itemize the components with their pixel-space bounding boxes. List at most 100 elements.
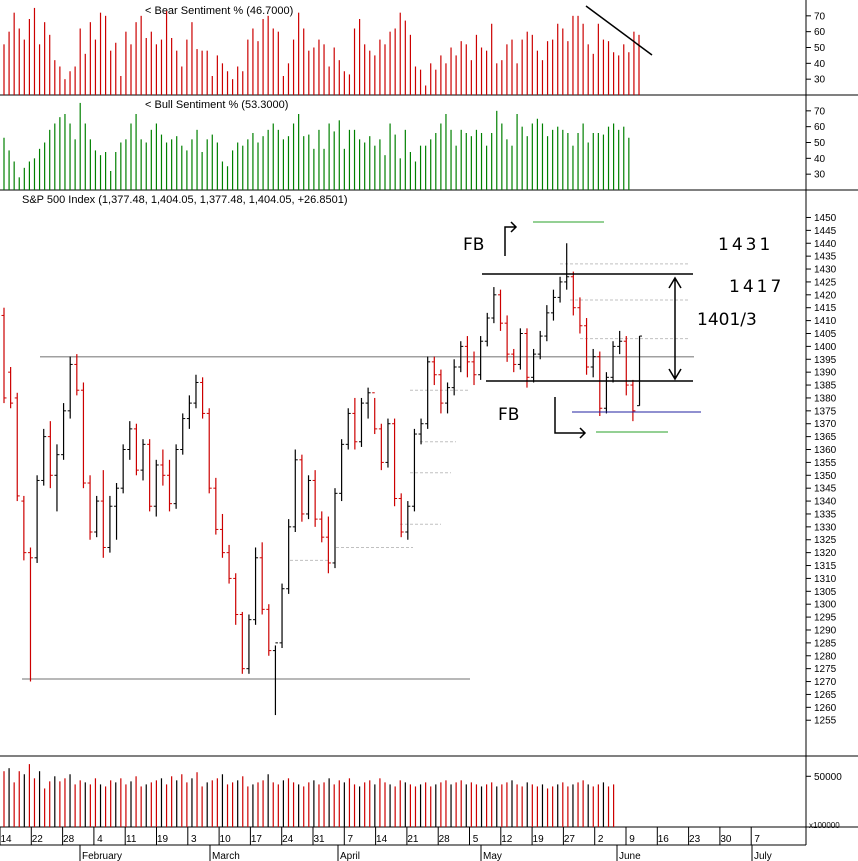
y-tick-label: 1265 (814, 690, 837, 701)
y-tick-label: 1385 (814, 381, 837, 392)
y-tick-label: 1345 (814, 484, 837, 495)
y-tick-label: 1405 (814, 329, 837, 340)
y-tick-label: 1370 (814, 419, 837, 430)
bear-bars (3, 7, 640, 95)
bear-trend-line (585, 5, 653, 56)
y-tick-label: 1365 (814, 432, 837, 443)
y-tick-label: 1335 (814, 509, 837, 520)
y-tick-label: 70 (814, 106, 826, 117)
x-tick-label: 11 (126, 834, 137, 845)
y-tick-label: 1390 (814, 368, 837, 379)
y-tick-label: 1440 (814, 239, 837, 250)
y-tick-label: 50 (814, 138, 826, 149)
y-tick-label: 1260 (814, 703, 837, 714)
x-tick-label: 24 (282, 834, 294, 845)
y-tick-label: 60 (814, 27, 826, 38)
x-tick-label: 2 (598, 834, 604, 845)
level-mid-label: 1417 (729, 277, 784, 297)
y-tick-label: 1305 (814, 587, 837, 598)
annotations: FB FB 1431 1417 1401/3 (463, 5, 784, 439)
x-tick-label: 27 (564, 834, 576, 845)
month-label: July (754, 851, 772, 861)
y-tick-label: 1280 (814, 651, 837, 662)
y-tick-label: 1375 (814, 406, 837, 417)
y-tick-label: 1310 (814, 574, 837, 585)
y-tick-label: 1425 (814, 277, 837, 288)
y-tick-label: 50000 (814, 772, 842, 783)
x-tick-label: 17 (251, 834, 263, 845)
x-tick-label: 23 (689, 834, 701, 845)
month-label: March (212, 851, 240, 861)
fb-top-label: FB (463, 235, 484, 255)
x-tick-label: 28 (63, 834, 75, 845)
y-tick-label: 1445 (814, 226, 837, 237)
x-tick-label: 5 (473, 834, 479, 845)
x-tick-label: 7 (754, 834, 760, 845)
x-tick-label: 28 (439, 834, 451, 845)
price-bars (1, 243, 643, 716)
x-tick-label: 14 (376, 834, 388, 845)
bull-bars (3, 102, 630, 190)
x-tick-label: 12 (501, 834, 513, 845)
y-tick-label: 1400 (814, 342, 837, 353)
x-tick-label: 22 (32, 834, 44, 845)
y-tick-label: 70 (814, 11, 826, 22)
y-tick-label: 30 (814, 170, 826, 181)
bull-title: < Bull Sentiment % (53.3000) (145, 99, 288, 111)
y-tick-label: 1350 (814, 471, 837, 482)
range-arrow (668, 276, 682, 381)
y-tick-label: 1450 (814, 213, 837, 224)
y-tick-label: 1255 (814, 716, 837, 727)
x-tick-label: 10 (220, 834, 232, 845)
y-tick-label: 40 (814, 154, 826, 165)
fb-top-bracket (504, 221, 518, 256)
y-tick-label: 1410 (814, 316, 837, 327)
y-tick-label: 1395 (814, 355, 837, 366)
x-tick-label: 9 (629, 834, 635, 845)
y-tick-label: 1355 (814, 458, 837, 469)
bear-title: < Bear Sentiment % (46.7000) (145, 5, 293, 17)
y-tick-label: 1315 (814, 561, 837, 572)
x-tick-label: 7 (348, 834, 354, 845)
level-range-label: 1401/3 (697, 310, 757, 330)
y-tick-label: 1290 (814, 625, 837, 636)
x-tick-label: 19 (157, 834, 169, 845)
price-title: S&P 500 Index (1,377.48, 1,404.05, 1,377… (22, 194, 347, 206)
month-label: May (483, 851, 502, 861)
y-tick-label: 1275 (814, 664, 837, 675)
y-tick-label: 60 (814, 122, 826, 133)
y-tick-label: 1380 (814, 393, 837, 404)
y-tick-label: 1285 (814, 638, 837, 649)
y-tick-label: 1360 (814, 445, 837, 456)
y-tick-label: 1295 (814, 613, 837, 624)
x-tick-label: 19 (533, 834, 545, 845)
fb-bottom-label: FB (498, 405, 519, 425)
y-tick-label: 1330 (814, 522, 837, 533)
price-reference-lines (22, 263, 694, 680)
y-tick-label: 50 (814, 43, 826, 54)
month-label: June (619, 851, 641, 861)
x-tick-label: 21 (407, 834, 419, 845)
axes: 3040506070304050607012551260126512701275… (0, 11, 842, 861)
x-tick-label: 4 (97, 834, 103, 845)
x-tick-label: 31 (313, 834, 325, 845)
y-tick-label: 1320 (814, 548, 837, 559)
volume-bars (3, 764, 615, 827)
y-tick-label: 1415 (814, 303, 837, 314)
month-label: February (82, 851, 122, 861)
x-tick-label: 16 (658, 834, 670, 845)
y-tick-label: 30 (814, 75, 826, 86)
y-tick-label: 1420 (814, 290, 837, 301)
x-tick-label: 3 (191, 834, 197, 845)
month-label: April (340, 851, 360, 861)
x-tick-label: 14 (0, 834, 12, 845)
y-tick-label: 1270 (814, 677, 837, 688)
y-tick-label: 1325 (814, 535, 837, 546)
y-tick-label: 1340 (814, 497, 837, 508)
volume-scale-label: x100000 (809, 821, 840, 830)
x-tick-label: 30 (720, 834, 732, 845)
y-tick-label: 1300 (814, 600, 837, 611)
y-tick-label: 1435 (814, 252, 837, 263)
